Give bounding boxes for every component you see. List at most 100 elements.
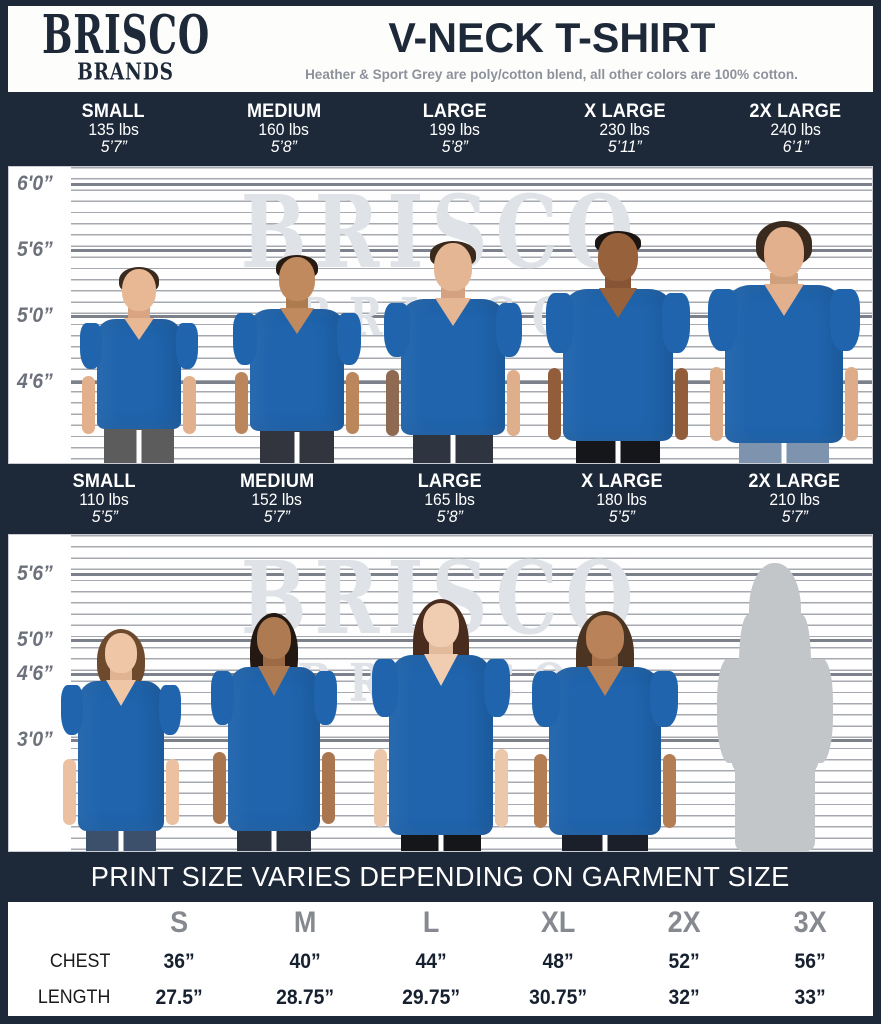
print-size-banner: PRINT SIZE VARIES DEPENDING ON GARMENT S…	[0, 854, 881, 900]
size-weight: 240 lbs	[770, 121, 821, 140]
mens-model-photo-panel: BRISCO BRISCO 6'0” 5'6” 5'0” 4'6”	[8, 166, 873, 464]
size-height: 5’8”	[441, 138, 468, 157]
chest-3x: 56”	[794, 950, 826, 973]
womens-model-photo-panel: BRISCO BRISCO 5'6” 5'0” 4'6” 3'0”	[8, 534, 873, 852]
mens-model-2xlarge	[708, 215, 860, 463]
size-weight: 110 lbs	[79, 491, 129, 510]
print-size-banner-text: PRINT SIZE VARIES DEPENDING ON GARMENT S…	[91, 861, 790, 892]
mens-model-medium	[233, 203, 361, 463]
fabric-note: Heather & Sport Grey are poly/cotton ble…	[305, 66, 798, 82]
model-shirt	[546, 288, 690, 441]
model-head	[105, 633, 137, 673]
model-head	[279, 257, 315, 301]
size-height: 5’7”	[100, 138, 127, 157]
model-head	[586, 615, 624, 659]
logo-subwordmark: BRANDS	[77, 57, 175, 86]
scale-label-backdrop	[9, 167, 71, 463]
page-title: V-NECK T-SHIRT	[387, 13, 716, 61]
table-col-header-s: S	[170, 906, 189, 939]
mens-size-cell-large: LARGE 199 lbs 5’8”	[369, 94, 540, 164]
length-s: 27.5”	[155, 986, 203, 1009]
womens-model-2xlarge-silhouette	[709, 563, 839, 851]
model-shirt	[80, 318, 198, 435]
model-head	[257, 617, 291, 659]
model-head	[122, 269, 156, 311]
model-shirt	[384, 298, 522, 436]
model-shirt	[61, 680, 181, 831]
womens-model-group	[9, 535, 872, 851]
womens-size-cell-large: LARGE 165 lbs 5’8”	[363, 466, 536, 532]
table-col-header-xl: XL	[540, 906, 575, 939]
size-weight: 210 lbs	[769, 491, 820, 510]
size-weight: 152 lbs	[251, 491, 303, 510]
mens-size-cell-small: SMALL 135 lbs 5’7”	[28, 94, 199, 164]
model-pants	[259, 425, 335, 463]
size-name: MEDIUM	[239, 470, 315, 492]
major-height-line-5-6	[9, 573, 872, 576]
womens-scale-label-3-0: 3'0”	[17, 728, 53, 751]
length-m: 28.75”	[276, 986, 335, 1009]
womens-size-cell-2xlarge: 2X LARGE 210 lbs 5’7”	[708, 466, 881, 532]
model-shirt	[372, 654, 510, 835]
mens-scale-label-6-0: 6'0”	[17, 172, 53, 195]
womens-size-cell-medium: MEDIUM 152 lbs 5’7”	[191, 466, 364, 532]
size-name: MEDIUM	[246, 100, 322, 122]
table-row-chest: CHEST 36” 40” 44” 48” 52” 56”	[8, 944, 873, 980]
header-panel: BRISCO BRANDS V-NECK T-SHIRT Heather & S…	[8, 6, 873, 92]
size-weight: 230 lbs	[599, 121, 651, 140]
table-col-header-m: M	[294, 906, 317, 939]
chest-s: 36”	[163, 950, 195, 973]
mens-scale-label-5-6: 5'6”	[17, 238, 53, 261]
chest-xl: 48”	[542, 950, 574, 973]
length-2x: 32”	[668, 986, 700, 1009]
table-row-label-length: LENGTH	[37, 987, 111, 1008]
scale-label-backdrop	[9, 535, 71, 851]
table-col-header-3x: 3X	[793, 906, 827, 939]
womens-size-cell-small: SMALL 110 lbs 5’5”	[18, 466, 191, 532]
size-name: X LARGE	[584, 100, 666, 122]
chest-2x: 52”	[668, 950, 700, 973]
model-tattoo-arm	[386, 369, 399, 436]
model-shirt	[708, 284, 860, 443]
womens-model-medium	[211, 575, 337, 851]
womens-model-xlarge	[532, 571, 678, 851]
womens-scale-label-5-0: 5'0”	[17, 628, 53, 651]
table-col-header-l: L	[423, 906, 440, 939]
mens-model-small	[80, 203, 198, 463]
mens-scale-label-5-0: 5'0”	[17, 304, 53, 327]
length-3x: 33”	[794, 986, 826, 1009]
size-weight: 135 lbs	[88, 121, 139, 140]
size-weight: 180 lbs	[596, 491, 648, 510]
mens-model-large	[384, 201, 522, 463]
model-head	[598, 233, 638, 281]
size-height: 5’7”	[263, 508, 290, 527]
size-name: SMALL	[81, 100, 145, 122]
womens-scale-label-5-6: 5'6”	[17, 562, 53, 585]
womens-model-large	[372, 573, 510, 851]
size-name: LARGE	[422, 100, 487, 122]
size-height: 5’7”	[781, 508, 808, 527]
model-head	[423, 603, 459, 647]
size-height: 5’5”	[609, 508, 636, 527]
model-head	[764, 227, 804, 277]
brisco-brands-logo: BRISCO BRANDS	[8, 6, 238, 92]
size-name: X LARGE	[581, 470, 663, 492]
size-name: SMALL	[72, 470, 136, 492]
table-row-label-chest: CHEST	[49, 951, 111, 972]
size-weight: 165 lbs	[424, 491, 475, 510]
model-shirt	[211, 666, 337, 831]
mens-size-cell-xlarge: X LARGE 230 lbs 5’11”	[540, 94, 711, 164]
length-l: 29.75”	[402, 986, 461, 1009]
mens-size-label-band: SMALL 135 lbs 5’7” MEDIUM 160 lbs 5’8” L…	[0, 94, 881, 164]
garment-measurement-table: S M L XL 2X 3X CHEST 36” 40” 44” 48” 52”…	[8, 902, 873, 1016]
mens-size-cell-medium: MEDIUM 160 lbs 5’8”	[199, 94, 370, 164]
length-xl: 30.75”	[528, 986, 587, 1009]
mens-scale-label-4-6: 4'6”	[17, 370, 53, 393]
header-text-block: V-NECK T-SHIRT Heather & Sport Grey are …	[238, 6, 873, 92]
size-weight: 160 lbs	[258, 121, 310, 140]
size-name: 2X LARGE	[748, 470, 841, 492]
table-row-length: LENGTH 27.5” 28.75” 29.75” 30.75” 32” 33…	[8, 980, 873, 1016]
womens-scale-label-4-6: 4'6”	[17, 662, 53, 685]
size-height: 6’1”	[782, 138, 809, 157]
womens-size-label-band: SMALL 110 lbs 5’5” MEDIUM 152 lbs 5’7” L…	[0, 466, 881, 532]
